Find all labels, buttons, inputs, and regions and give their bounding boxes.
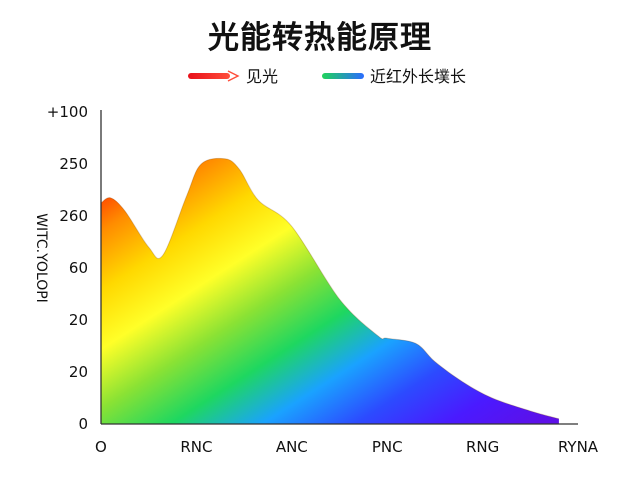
x-tick-label: PNC	[372, 438, 403, 456]
y-tick-label: 250	[59, 155, 88, 173]
x-tick-label: RYNA	[558, 438, 599, 456]
area-fill	[101, 158, 559, 424]
legend-arrow-icon	[227, 70, 240, 82]
y-tick-label: 20	[69, 311, 88, 329]
legend-swatch	[188, 73, 230, 79]
y-axis-label: WITC.YOLOPI	[33, 213, 49, 303]
x-tick-label: RNC	[180, 438, 212, 456]
y-tick-label: 20	[69, 363, 88, 381]
x-tick-label: RNG	[466, 438, 499, 456]
legend-label: 见光	[246, 67, 278, 86]
legend-swatch	[322, 73, 364, 79]
y-tick-label: 260	[59, 207, 88, 225]
legend-label: 近红外长墣长	[370, 67, 466, 86]
x-tick-label: O	[95, 438, 107, 456]
area-outline	[100, 157, 560, 420]
y-tick-label: +100	[47, 103, 88, 121]
y-tick-label: 60	[69, 259, 88, 277]
x-tick-label: ANC	[276, 438, 308, 456]
y-tick-label: 0	[78, 415, 88, 433]
chart-title: 光能转热能原理	[208, 20, 432, 56]
